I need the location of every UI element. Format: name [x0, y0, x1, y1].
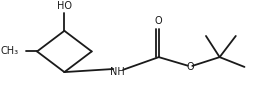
- Text: HO: HO: [57, 1, 72, 11]
- Text: NH: NH: [110, 67, 125, 77]
- Text: O: O: [186, 62, 194, 72]
- Text: O: O: [155, 16, 163, 26]
- Text: CH₃: CH₃: [0, 46, 18, 56]
